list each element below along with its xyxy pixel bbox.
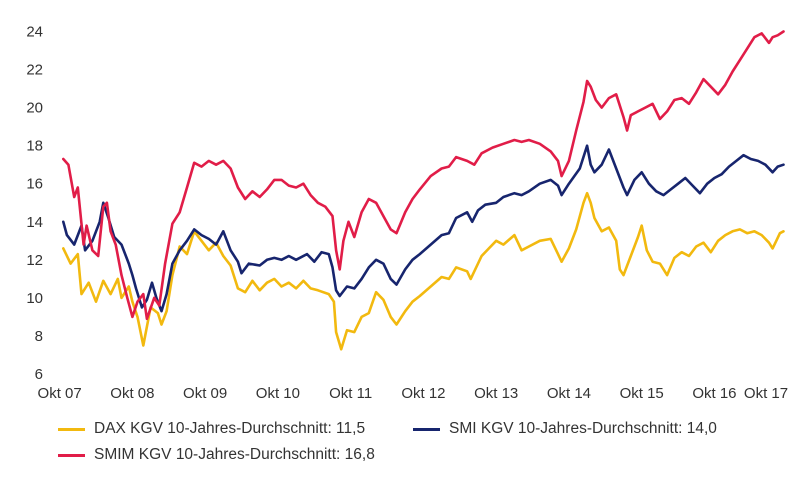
legend-swatch-smi	[413, 427, 440, 431]
x-tick-label: Okt 08	[110, 385, 154, 400]
series-line-dax	[62, 191, 785, 351]
x-tick-label: Okt 15	[620, 385, 664, 400]
x-tick-label: Okt 09	[183, 385, 227, 400]
y-tick-label: 24	[26, 24, 43, 41]
legend-label-dax: DAX KGV 10-Jahres-Durchschnitt: 11,5	[94, 420, 366, 437]
legend-label-smim: SMIM KGV 10-Jahres-Durchschnitt: 16,8	[94, 446, 375, 463]
y-tick-label: 8	[35, 328, 43, 345]
legend-item-smi: SMI KGV 10-Jahres-Durchschnitt: 14,0	[413, 420, 717, 438]
legend-swatch-dax	[58, 427, 85, 431]
x-tick-label: Okt 13	[474, 385, 518, 400]
x-axis-tick-labels: Okt 07 Okt 08 Okt 09 Okt 10 Okt 11 Okt 12 Okt …	[38, 385, 789, 400]
legend-label-smi: SMI KGV 10-Jahres-Durchschnitt: 14,0	[449, 420, 717, 437]
plot-area	[62, 30, 785, 351]
y-tick-label: 18	[26, 138, 43, 155]
x-tick-label: Okt 17	[744, 385, 788, 400]
y-tick-label: 14	[26, 214, 43, 231]
y-tick-label: 20	[26, 100, 43, 117]
y-tick-label: 16	[26, 176, 43, 193]
x-tick-label: Okt 16	[692, 385, 736, 400]
y-tick-label: 6	[35, 366, 43, 383]
legend-item-dax: DAX KGV 10-Jahres-Durchschnitt: 11,5	[58, 420, 365, 438]
x-tick-label: Okt 07	[38, 385, 82, 400]
y-tick-label: 10	[26, 290, 43, 307]
x-tick-label: Okt 12	[401, 385, 445, 400]
x-tick-label: Okt 11	[329, 385, 372, 400]
y-axis-tick-labels: 6 8 10 12 14 16 18 20 22 24	[26, 24, 43, 383]
x-tick-label: Okt 14	[547, 385, 591, 400]
legend-swatch-smim	[58, 453, 85, 457]
y-tick-label: 22	[26, 62, 43, 79]
series-line-smim	[62, 30, 785, 321]
legend-item-smim: SMIM KGV 10-Jahres-Durchschnitt: 16,8	[58, 446, 375, 464]
y-tick-label: 12	[26, 252, 43, 269]
x-tick-label: Okt 10	[256, 385, 300, 400]
